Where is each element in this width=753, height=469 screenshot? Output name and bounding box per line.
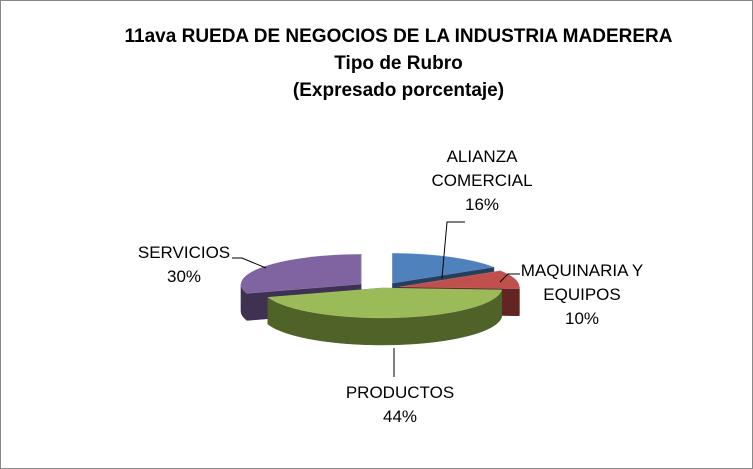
chart-title: 11ava RUEDA DE NEGOCIOS DE LA INDUSTRIA … [1, 23, 753, 104]
leader-line-1 [499, 273, 520, 283]
pie-slice-3 [240, 254, 362, 294]
chart-title-line-1: 11ava RUEDA DE NEGOCIOS DE LA INDUSTRIA … [124, 26, 673, 47]
data-label-2: PRODUCTOS 44% [346, 383, 454, 426]
chart-subtitle: Tipo de Rubro [334, 53, 463, 74]
leader-line-3 [232, 257, 267, 269]
leader-line-0 [441, 221, 465, 279]
pie-slice-2 [267, 287, 502, 319]
pie-slice-1 [399, 270, 520, 289]
data-label-1: MAQUINARIA Y EQUIPOS 10% [521, 261, 644, 328]
data-label-3: SERVICIOS 30% [138, 243, 230, 286]
chart-subtitle-2: (Expresado porcentaje) [292, 80, 505, 101]
data-label-0: ALIANZA COMERCIAL 16% [431, 147, 532, 214]
